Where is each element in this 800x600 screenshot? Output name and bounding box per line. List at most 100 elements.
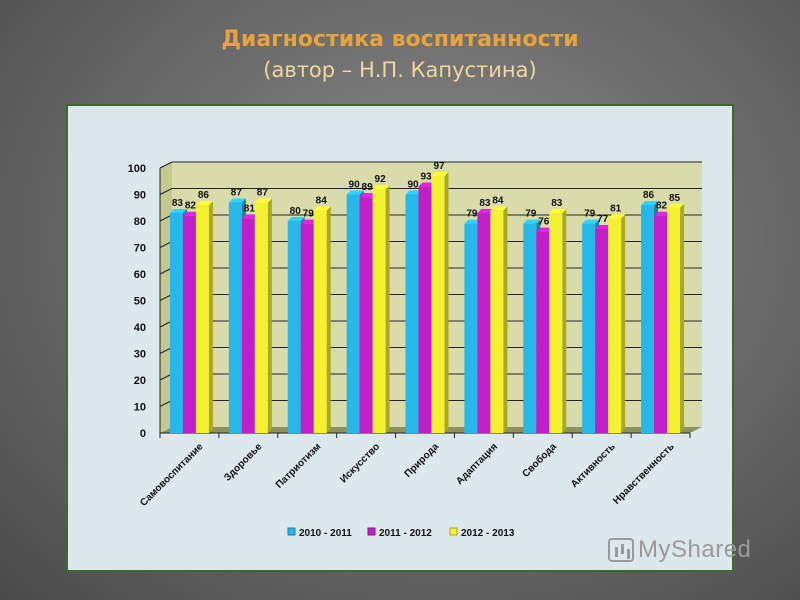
x-tick-label: Природа <box>403 441 442 480</box>
x-tick-label: Патриотизм <box>274 441 323 490</box>
bar-top <box>523 219 541 224</box>
bar-top <box>654 211 672 216</box>
bar-top <box>313 206 331 211</box>
bar <box>549 213 563 433</box>
bar-top <box>431 171 449 176</box>
data-label: 90 <box>407 180 419 191</box>
y-tick-label: 100 <box>128 163 146 175</box>
data-label: 82 <box>185 201 197 212</box>
bar-top <box>287 217 305 221</box>
data-label: 85 <box>669 193 681 204</box>
bar-top <box>405 190 423 195</box>
data-label: 83 <box>172 198 184 209</box>
data-label: 84 <box>316 195 328 206</box>
bar <box>287 221 301 433</box>
bar <box>169 213 183 433</box>
watermark: MyShared <box>608 536 751 564</box>
data-label: 76 <box>538 217 550 228</box>
data-label: 81 <box>244 203 256 214</box>
x-tick-label: Искусство <box>338 441 382 485</box>
y-tick-label: 50 <box>134 296 146 308</box>
watermark-text: MyShared <box>638 536 752 563</box>
bar <box>254 202 268 433</box>
slide-subtitle: (автор – Н.П. Капустина) <box>263 58 537 82</box>
bar <box>313 210 327 433</box>
bar <box>405 194 419 433</box>
bar-top <box>667 203 685 208</box>
bar-side <box>621 214 626 433</box>
data-label: 79 <box>303 209 315 220</box>
bar <box>490 210 504 433</box>
bar-top <box>490 206 508 211</box>
bar-top <box>582 219 600 224</box>
bar <box>464 223 478 433</box>
chart-panel: 0 10 20 30 40 50 60 70 80 90 100 83 82 86 Самовоспитан… <box>66 104 734 572</box>
bar <box>431 175 445 433</box>
gridline-depth <box>159 161 173 169</box>
bar-top <box>372 185 390 190</box>
legend-label: 2012 - 2013 <box>461 528 515 539</box>
bar-side <box>385 185 390 433</box>
bar-top <box>536 227 554 232</box>
bar <box>523 223 537 433</box>
data-label: 79 <box>584 209 596 220</box>
data-label: 87 <box>257 187 269 198</box>
data-label: 92 <box>375 174 387 185</box>
data-label: 80 <box>290 206 302 217</box>
data-label: 86 <box>643 190 655 201</box>
x-tick-label: Самовоспитание <box>138 441 206 509</box>
bar-top <box>549 209 567 214</box>
bar-top <box>169 209 187 214</box>
bar <box>595 228 609 433</box>
bar <box>195 205 209 433</box>
bar-top <box>359 193 377 198</box>
bar-top <box>300 219 318 224</box>
bar-side <box>562 209 567 433</box>
data-label: 87 <box>231 187 243 198</box>
data-label: 97 <box>433 161 445 172</box>
bar <box>536 231 550 433</box>
x-tick-label: Нравственность <box>611 441 676 506</box>
y-tick-label: 90 <box>134 190 146 202</box>
y-tick-label: 70 <box>134 243 146 255</box>
legend-swatch <box>287 527 296 536</box>
data-label: 93 <box>420 172 432 183</box>
bar-side <box>208 201 213 433</box>
y-tick-label: 20 <box>134 375 146 387</box>
bar <box>418 186 432 433</box>
bar-side <box>267 198 272 433</box>
data-label: 90 <box>349 180 361 191</box>
bar-top <box>641 201 659 206</box>
y-tick-label: 80 <box>134 216 146 228</box>
y-tick-label: 30 <box>134 349 146 361</box>
bar-top <box>477 209 495 214</box>
x-tick-label: Активность <box>569 441 618 490</box>
bar <box>359 197 373 433</box>
bar <box>241 218 255 433</box>
data-label: 79 <box>525 209 537 220</box>
bar <box>641 205 655 433</box>
legend-label: 2010 - 2011 <box>299 528 352 539</box>
bar-top <box>595 224 613 229</box>
bar <box>346 194 360 433</box>
bar <box>300 223 314 433</box>
bar <box>372 189 386 433</box>
bar-top <box>608 214 626 219</box>
data-label: 82 <box>656 201 668 212</box>
y-tick-label: 40 <box>134 322 146 334</box>
data-label: 81 <box>610 203 622 214</box>
bar-side <box>326 206 331 433</box>
bar-top <box>418 182 436 187</box>
x-tick-label: Адаптация <box>454 441 500 487</box>
x-tick-label: Свобода <box>520 440 559 479</box>
bar-top <box>241 214 259 219</box>
bar <box>582 223 596 433</box>
bar-side <box>680 203 685 433</box>
y-tick-label: 10 <box>134 402 146 414</box>
presentation-icon <box>608 538 634 562</box>
data-label: 84 <box>492 195 504 206</box>
slide-title: Диагностика воспитанности <box>221 27 579 52</box>
bar <box>182 215 196 433</box>
data-label: 77 <box>597 214 609 225</box>
